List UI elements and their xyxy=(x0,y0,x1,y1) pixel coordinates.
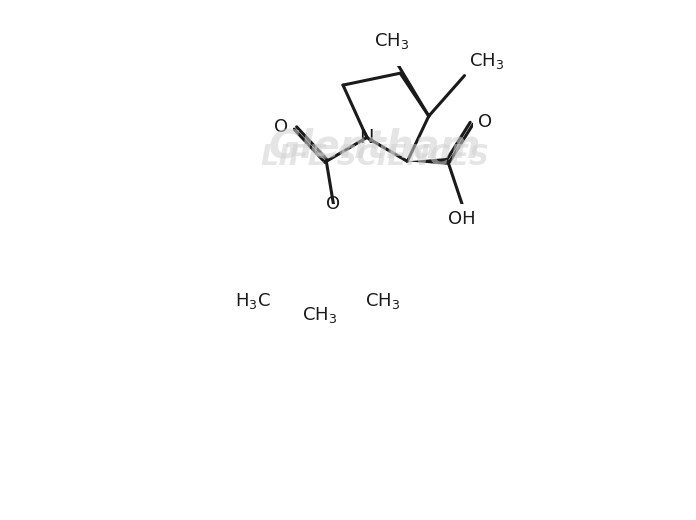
Text: CH$_3$: CH$_3$ xyxy=(365,291,400,311)
Text: O: O xyxy=(326,195,340,213)
Text: OH: OH xyxy=(448,210,476,228)
Text: CH$_3$: CH$_3$ xyxy=(469,51,505,71)
Text: CH$_3$: CH$_3$ xyxy=(374,31,409,50)
Text: H$_3$C: H$_3$C xyxy=(235,291,271,311)
Text: N: N xyxy=(360,128,374,147)
Text: O: O xyxy=(274,118,288,136)
Text: CH$_3$: CH$_3$ xyxy=(301,305,337,325)
Text: LIFE SCIENCES: LIFE SCIENCES xyxy=(261,144,489,172)
Text: Glentham: Glentham xyxy=(269,128,481,166)
Text: O: O xyxy=(478,113,492,131)
Polygon shape xyxy=(407,158,448,165)
